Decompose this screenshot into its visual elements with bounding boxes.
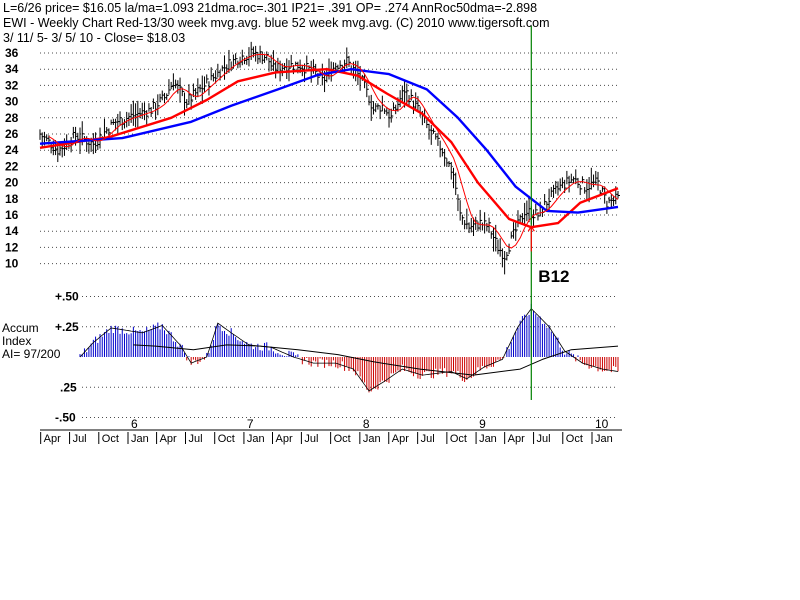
x-month-label: Oct — [450, 433, 467, 445]
x-year-label: 9 — [479, 417, 486, 431]
x-month-label: Apr — [392, 433, 409, 445]
x-month-label: Apr — [276, 433, 293, 445]
accum-ma-line — [133, 344, 619, 376]
x-month-label: Apr — [160, 433, 177, 445]
x-month-label: Oct — [102, 433, 119, 445]
x-month-label: Jul — [188, 433, 202, 445]
accum-tick-label: -.50 — [55, 411, 76, 425]
price-tick-label: 10 — [5, 257, 19, 271]
x-month-label: Jul — [421, 433, 435, 445]
ma-13-thin-line — [48, 53, 619, 249]
x-month-label: Jan — [131, 433, 149, 445]
x-month-label: Jul — [537, 433, 551, 445]
price-tick-label: 14 — [5, 224, 19, 238]
accum-side-label: AI= 97/200 — [2, 347, 61, 361]
accum-side-label: Accum — [2, 321, 39, 335]
x-month-label: Jul — [73, 433, 87, 445]
header-line-2: EWI - Weekly Chart Red-13/30 week mvg.av… — [3, 16, 550, 30]
x-year-label: 6 — [131, 417, 138, 431]
price-tick-label: 24 — [5, 143, 19, 157]
price-tick-label: 16 — [5, 208, 19, 222]
price-tick-label: 28 — [5, 111, 19, 125]
x-month-label: Apr — [44, 433, 61, 445]
accum-side-label: Index — [2, 334, 31, 348]
accum-tick-label: .25 — [60, 380, 77, 394]
x-month-label: Apr — [508, 433, 525, 445]
price-tick-label: 22 — [5, 159, 19, 173]
x-year-label: 8 — [363, 417, 370, 431]
price-tick-label: 30 — [5, 95, 19, 109]
x-month-label: Jul — [304, 433, 318, 445]
price-tick-label: 12 — [5, 240, 19, 254]
header-line-1: L=6/26 price= $16.05 la/ma=1.093 21dma.r… — [3, 1, 538, 15]
x-month-label: Oct — [334, 433, 351, 445]
x-month-label: Jan — [479, 433, 497, 445]
ma-13-30-line — [39, 68, 619, 229]
x-month-label: Oct — [566, 433, 583, 445]
price-tick-label: 36 — [5, 46, 19, 60]
x-month-label: Jan — [595, 433, 613, 445]
x-year-label: 7 — [247, 417, 254, 431]
header-line-3: 3/ 11/ 5- 3/ 5/ 10 - Close= $18.03 — [3, 31, 186, 45]
signal-arrow-head — [527, 225, 535, 232]
x-month-label: Oct — [218, 433, 235, 445]
x-month-label: Jan — [363, 433, 381, 445]
accum-tick-label: +.50 — [55, 290, 79, 304]
x-month-label: Jan — [247, 433, 265, 445]
accum-tick-label: +.25 — [55, 320, 79, 334]
x-year-label: 10 — [595, 417, 609, 431]
price-tick-label: 18 — [5, 192, 19, 206]
price-tick-label: 34 — [5, 62, 19, 76]
price-tick-label: 26 — [5, 127, 19, 141]
price-tick-label: 20 — [5, 176, 19, 190]
price-tick-label: 32 — [5, 78, 19, 92]
accum-outline — [79, 307, 619, 392]
signal-label: B12 — [538, 267, 569, 286]
